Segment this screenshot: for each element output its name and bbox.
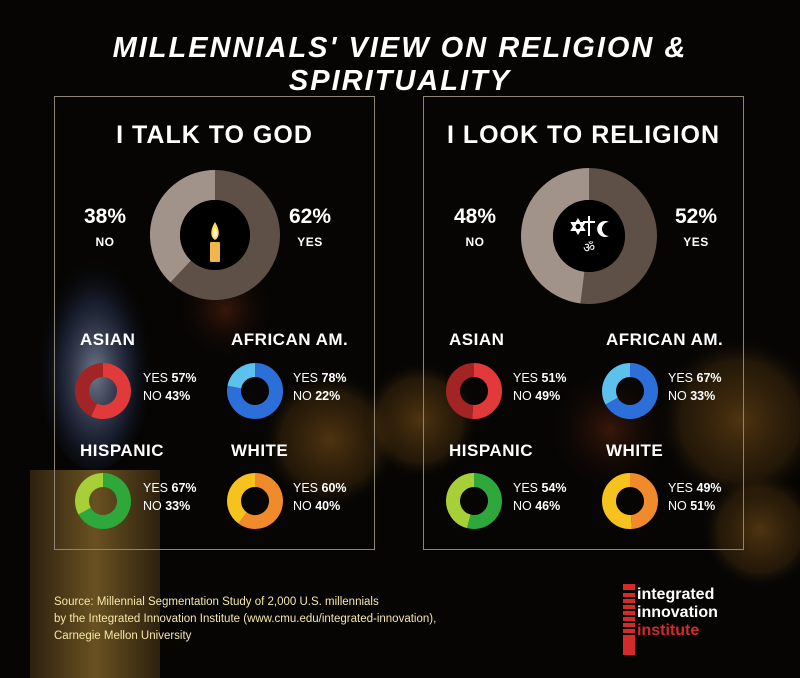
african-am-no-line: NO 22%	[293, 389, 341, 403]
african-am-no-line: NO 33%	[668, 389, 716, 403]
overall-donut-chart	[150, 170, 280, 300]
white-no-line: NO 40%	[293, 499, 341, 513]
logo-text: integrated innovation institute	[637, 586, 718, 640]
group-name-african-am: AFRICAN AM.	[231, 330, 349, 349]
religious-symbols-icon: ॐ	[570, 216, 609, 256]
donut-slice-no	[602, 473, 632, 529]
logo-line-2: innovation	[637, 604, 718, 621]
donut-slice-yes	[238, 473, 283, 529]
african-am-yes-line: YES 67%	[668, 371, 722, 385]
panel-title: I TALK TO GOD	[116, 121, 313, 149]
panel-look-to-religion: I LOOK TO RELIGION 48% NO 52% YES ॐ ASIA…	[423, 96, 744, 550]
asian-yes-line: YES 57%	[143, 371, 197, 385]
donut-slice-yes	[629, 473, 658, 529]
overall-no-value: 38%	[83, 205, 127, 228]
hispanic-no-line: NO 46%	[513, 499, 561, 513]
donut-slice-yes	[605, 363, 658, 419]
overall-yes-value: 52%	[674, 205, 718, 228]
group-name-white: WHITE	[606, 441, 664, 460]
logo-line-3: institute	[637, 622, 700, 639]
asian-donut-chart	[446, 363, 502, 419]
donut-slice-yes	[170, 170, 280, 300]
donut-slice-yes	[91, 363, 131, 419]
group-name-african-am: AFRICAN AM.	[606, 330, 724, 349]
group-name-white: WHITE	[231, 441, 289, 460]
asian-donut-chart	[75, 363, 131, 419]
hispanic-yes-line: YES 67%	[143, 481, 197, 495]
asian-no-line: NO 49%	[513, 389, 561, 403]
donut-slice-no	[75, 363, 104, 417]
group-name-hispanic: HISPANIC	[449, 441, 533, 460]
white-donut-chart	[602, 473, 658, 529]
overall-no-label: NO	[95, 235, 115, 249]
overall-donut-chart: ॐ	[521, 168, 657, 304]
white-yes-line: YES 49%	[668, 481, 722, 495]
candle-icon	[210, 222, 220, 262]
hispanic-donut-chart	[75, 473, 131, 529]
donut-slice-yes	[467, 473, 502, 529]
donut-slice-no	[227, 473, 256, 524]
institute-logo: integrated innovation institute	[623, 584, 773, 660]
source-line-2: by the Integrated Innovation Institute (…	[54, 613, 437, 625]
donut-slice-yes	[472, 363, 502, 419]
white-donut-chart	[227, 473, 283, 529]
african-am-donut-chart	[227, 363, 283, 419]
overall-yes-label: YES	[297, 235, 323, 249]
donut-slice-no	[150, 170, 216, 283]
group-name-hispanic: HISPANIC	[80, 441, 164, 460]
group-name-asian: ASIAN	[80, 330, 136, 349]
donut-slice-no	[446, 473, 475, 529]
hispanic-yes-line: YES 54%	[513, 481, 567, 495]
african-am-donut-chart	[602, 363, 658, 419]
group-name-asian: ASIAN	[449, 330, 505, 349]
overall-no-value: 48%	[453, 205, 497, 228]
donut-slice-yes	[580, 168, 657, 304]
logo-mark-icon	[623, 584, 635, 655]
overall-yes-value: 62%	[288, 205, 332, 228]
donut-slice-no	[602, 363, 631, 405]
donut-slice-yes	[78, 473, 131, 529]
source-line-1: Source: Millennial Segmentation Study of…	[54, 596, 379, 608]
donut-slice-no	[227, 363, 256, 389]
svg-text:ॐ: ॐ	[583, 241, 595, 256]
donut-slice-no	[75, 473, 104, 515]
donut-slice-yes	[227, 363, 283, 419]
overall-yes-label: YES	[683, 235, 709, 249]
panel-talk-to-god: I TALK TO GOD 38% NO 62% YES ASIAN YES 5…	[54, 96, 375, 550]
african-am-yes-line: YES 78%	[293, 371, 347, 385]
source-line-3: Carnegie Mellon University	[54, 630, 192, 642]
white-no-line: NO 51%	[668, 499, 716, 513]
overall-no-label: NO	[465, 235, 485, 249]
asian-yes-line: YES 51%	[513, 371, 567, 385]
hispanic-donut-chart	[446, 473, 502, 529]
page-title: MILLENNIALS' VIEW ON RELIGION & SPIRITUA…	[112, 32, 688, 97]
source-note: Source: Millennial Segmentation Study of…	[54, 594, 534, 645]
logo-line-1: integrated	[637, 586, 715, 603]
hispanic-no-line: NO 33%	[143, 499, 191, 513]
white-yes-line: YES 60%	[293, 481, 347, 495]
donut-slice-no	[446, 363, 475, 419]
asian-no-line: NO 43%	[143, 389, 191, 403]
panel-title: I LOOK TO RELIGION	[446, 121, 721, 149]
donut-slice-no	[521, 168, 590, 304]
